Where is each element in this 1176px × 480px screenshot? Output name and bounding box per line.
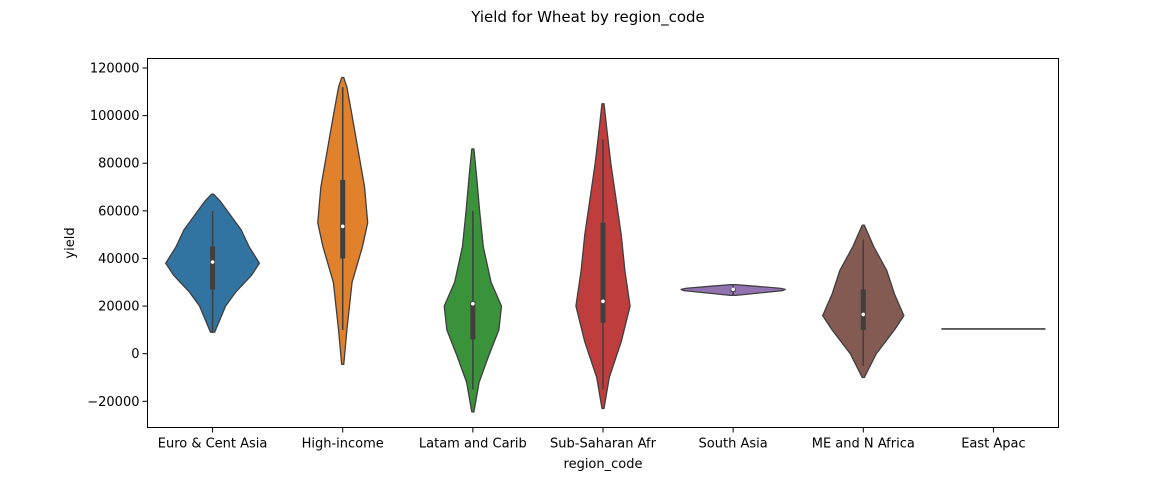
violin-median-point bbox=[210, 260, 215, 264]
x-tick-label: Euro & Cent Asia bbox=[158, 437, 268, 452]
violin-iqr-box bbox=[340, 179, 346, 259]
violin-iqr-box bbox=[860, 289, 866, 330]
violin-iqr-box bbox=[600, 222, 606, 323]
y-tick-label: 80000 bbox=[98, 157, 139, 172]
x-tick-label: ME and N Africa bbox=[812, 437, 915, 452]
x-axis: Euro & Cent Asia High-income Latam and Car… bbox=[158, 427, 1026, 452]
y-tick-label: 0 bbox=[131, 347, 139, 362]
y-tick-label: 120000 bbox=[90, 62, 140, 77]
violin-median-point bbox=[471, 301, 475, 306]
x-tick-label: Latam and Carib bbox=[419, 437, 527, 452]
y-tick-label: −20000 bbox=[87, 395, 139, 410]
x-axis-label: region_code bbox=[564, 457, 643, 472]
violin-group bbox=[822, 224, 905, 379]
y-tick-label: 40000 bbox=[98, 252, 139, 267]
violin-group bbox=[317, 76, 369, 366]
violin-median-point bbox=[601, 299, 605, 304]
violin-median-point bbox=[861, 312, 866, 317]
y-tick-label: 60000 bbox=[98, 204, 139, 219]
violin-iqr-box bbox=[210, 246, 216, 290]
x-tick-label: High-income bbox=[302, 437, 384, 452]
violin-group bbox=[443, 148, 503, 413]
violin-median-point bbox=[731, 287, 735, 292]
violin-median-point bbox=[340, 224, 345, 229]
violin-group bbox=[680, 284, 786, 297]
y-tick-label: 100000 bbox=[90, 109, 140, 124]
x-tick-label: Sub-Saharan Afr bbox=[550, 437, 657, 452]
violin-group bbox=[165, 193, 261, 333]
y-axis: −20000 0 20000 40000 60000 80000 100000 120000 bbox=[87, 62, 148, 410]
chart-title: Yield for Wheat by region_code bbox=[470, 8, 705, 27]
y-axis-label: yield bbox=[63, 227, 78, 258]
plot-area bbox=[165, 76, 1046, 413]
x-tick-label: East Apac bbox=[961, 437, 1025, 452]
violin-group bbox=[575, 103, 631, 410]
violin-iqr-box bbox=[470, 301, 476, 340]
y-tick-label: 20000 bbox=[98, 300, 139, 315]
x-tick-label: South Asia bbox=[699, 437, 768, 452]
